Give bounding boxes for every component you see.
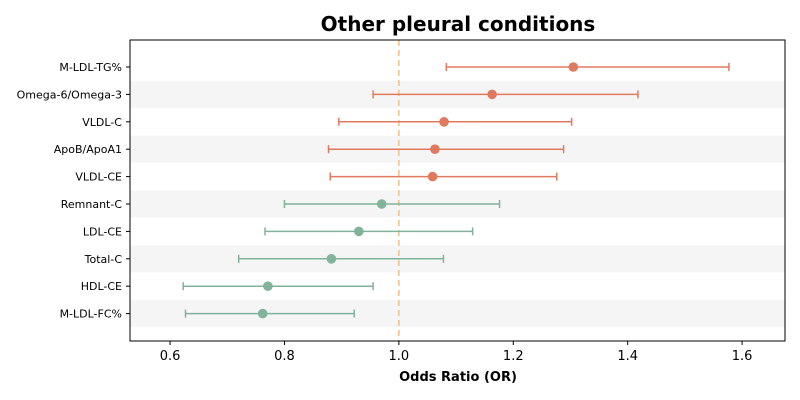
y-tick-label: Remnant-C	[61, 198, 123, 211]
x-tick-label: 1.2	[503, 349, 524, 364]
chart-title: Other pleural conditions	[321, 12, 596, 36]
or-point	[427, 171, 438, 182]
or-point	[430, 144, 440, 154]
y-tick-label: M-LDL-FC%	[60, 308, 122, 321]
or-point	[257, 308, 268, 319]
x-tick-label: 0.6	[160, 349, 181, 364]
or-point	[568, 62, 579, 72]
y-tick-label: LDL-CE	[83, 225, 122, 238]
y-tick-label: M-LDL-TG%	[59, 61, 122, 74]
or-point	[326, 253, 337, 264]
y-tick-label: ApoB/ApoA1	[54, 143, 122, 156]
y-tick-label: HDL-CE	[81, 280, 122, 293]
or-point	[376, 199, 387, 209]
or-point	[263, 281, 273, 292]
plot-area: M-LDL-TG% Omega-6/Omega-3 VLDL-C ApoB/ApoA1…	[17, 39, 786, 364]
x-tick-label: 0.8	[274, 349, 295, 364]
x-tick-label: 1.0	[389, 349, 410, 364]
or-point	[487, 89, 497, 100]
plot-frame	[129, 39, 786, 342]
y-tick-label: Omega-6/Omega-3	[17, 88, 122, 101]
or-point	[439, 117, 449, 127]
y-tick-label: VLDL-C	[82, 116, 122, 129]
x-tick-label: 1.6	[732, 349, 753, 364]
x-tick-label: 1.4	[617, 349, 638, 364]
row-band	[130, 245, 785, 273]
or-point	[354, 226, 364, 237]
x-axis-label: Odds Ratio (OR)	[399, 370, 517, 385]
y-tick-label: VLDL-CE	[75, 171, 122, 184]
y-tick-label: Total-C	[84, 253, 123, 266]
